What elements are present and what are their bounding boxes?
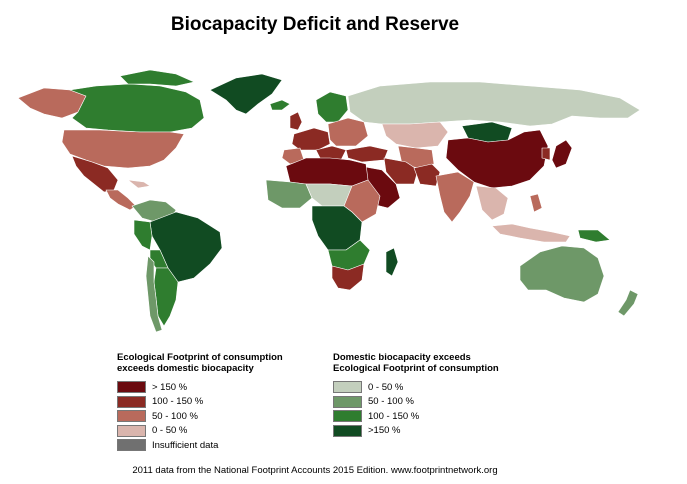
legend-swatch <box>117 439 146 452</box>
region-brazil <box>149 211 223 283</box>
legend-swatch <box>117 424 146 437</box>
region-peru <box>133 219 153 251</box>
legend-label: 100 - 150 % <box>152 396 204 408</box>
region-usa <box>61 129 185 169</box>
legend-label: 0 - 50 % <box>368 381 404 393</box>
legend-reserve: Domestic biocapacity exceeds Ecological … <box>333 352 499 438</box>
legend-swatch <box>333 424 362 437</box>
region-north-africa <box>285 157 369 187</box>
region-kazakhstan <box>381 121 449 149</box>
region-central-america <box>105 189 137 211</box>
legend-reserve-heading-line2: Ecological Footprint of consumption <box>333 363 499 374</box>
legend-swatch <box>117 410 146 423</box>
region-new-zealand <box>617 289 639 317</box>
region-uk <box>289 111 303 131</box>
legend-swatch <box>117 381 146 394</box>
world-map <box>17 69 641 333</box>
legend-reserve-heading-line1: Domestic biocapacity exceeds <box>333 352 471 363</box>
legend-swatch <box>333 410 362 423</box>
legend-item: Insufficient data <box>117 438 283 453</box>
legend-label: >150 % <box>368 425 401 437</box>
legend-item: 50 - 100 % <box>333 395 499 410</box>
region-korea <box>541 147 551 161</box>
legend-item: > 150 % <box>117 380 283 395</box>
region-turkey-caucasus <box>345 145 389 163</box>
region-scandinavia <box>315 91 349 123</box>
region-indonesia <box>491 223 571 243</box>
legend-label: 50 - 100 % <box>368 396 414 408</box>
legend-swatch <box>333 381 362 394</box>
source-note: 2011 data from the National Footprint Ac… <box>132 465 498 476</box>
region-west-africa <box>265 179 313 209</box>
region-png <box>577 229 611 243</box>
legend-reserve-heading: Domestic biocapacity exceeds Ecological … <box>333 352 499 374</box>
region-arctic-islands <box>119 69 195 87</box>
region-chile <box>145 255 163 333</box>
region-philippines <box>529 193 543 213</box>
legend-item: 100 - 150 % <box>333 409 499 424</box>
region-australia <box>519 245 605 303</box>
region-alaska <box>17 87 87 119</box>
legend-deficit-heading-line1: Ecological Footprint of consumption <box>117 352 283 363</box>
region-europe-west <box>291 127 331 151</box>
legend-item: 100 - 150 % <box>117 395 283 410</box>
legend-label: Insufficient data <box>152 439 219 451</box>
legend-swatch <box>333 395 362 408</box>
region-russia <box>347 81 641 127</box>
map-title: Biocapacity Deficit and Reserve <box>170 14 460 35</box>
legend-item: 0 - 50 % <box>117 424 283 439</box>
region-canada <box>69 83 205 133</box>
legend-item: >150 % <box>333 424 499 439</box>
region-indochina <box>475 185 509 221</box>
region-europe-east <box>327 117 369 147</box>
legend-label: 0 - 50 % <box>152 425 188 437</box>
legend-deficit-heading: Ecological Footprint of consumption exce… <box>117 352 283 374</box>
legend-deficit-heading-line2: exceeds domestic biocapacity <box>117 363 254 374</box>
region-japan <box>551 139 573 169</box>
legend-item: 50 - 100 % <box>117 409 283 424</box>
region-madagascar <box>385 247 399 277</box>
legend-item: 0 - 50 % <box>333 380 499 395</box>
region-caribbean <box>127 179 151 189</box>
legend-label: 100 - 150 % <box>368 410 420 422</box>
region-iceland <box>269 99 291 111</box>
legend-deficit: Ecological Footprint of consumption exce… <box>117 352 283 453</box>
legend-swatch <box>117 395 146 408</box>
region-china <box>445 129 549 189</box>
region-greenland <box>209 73 283 115</box>
region-india <box>435 171 475 223</box>
legend-label: 50 - 100 % <box>152 410 198 422</box>
region-iran <box>383 157 419 185</box>
region-pakistan-afghanistan <box>413 163 441 187</box>
legend-label: > 150 % <box>152 381 188 393</box>
region-south-africa <box>331 263 365 291</box>
